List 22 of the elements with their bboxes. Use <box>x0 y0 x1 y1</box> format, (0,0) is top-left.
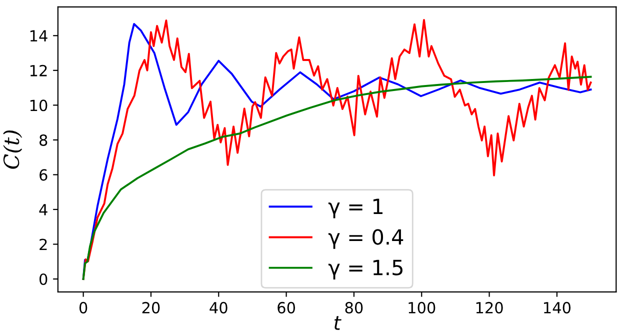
x-tick-label: 40 <box>210 302 228 314</box>
x-tick-label: 120 <box>476 302 503 314</box>
y-tick-label: 2 <box>40 238 47 250</box>
y-tick-label: 8 <box>40 134 48 146</box>
legend-label: γ = 0.4 <box>328 229 404 249</box>
y-tick-label: 6 <box>40 169 48 181</box>
legend-label: γ = 1 <box>328 198 382 218</box>
x-tick-label: 140 <box>544 302 571 314</box>
y-tick-label: 14 <box>30 30 48 42</box>
x-tick-label: 80 <box>345 302 363 314</box>
x-tick-label: 0 <box>79 302 88 314</box>
x-tick-label: 100 <box>408 302 436 314</box>
x-axis-title: t <box>334 316 342 330</box>
y-tick-label: 4 <box>39 204 48 216</box>
y-tick-label: 0 <box>40 273 48 286</box>
y-tick-label: 12 <box>30 64 47 76</box>
y-axis-title: C(t) <box>3 130 22 169</box>
x-tick-label: 20 <box>142 302 160 314</box>
y-tick-label: 10 <box>30 100 48 112</box>
x-tick-label: 60 <box>278 302 295 314</box>
line-series <box>82 76 592 280</box>
legend-label: γ = 1.5 <box>328 260 402 280</box>
